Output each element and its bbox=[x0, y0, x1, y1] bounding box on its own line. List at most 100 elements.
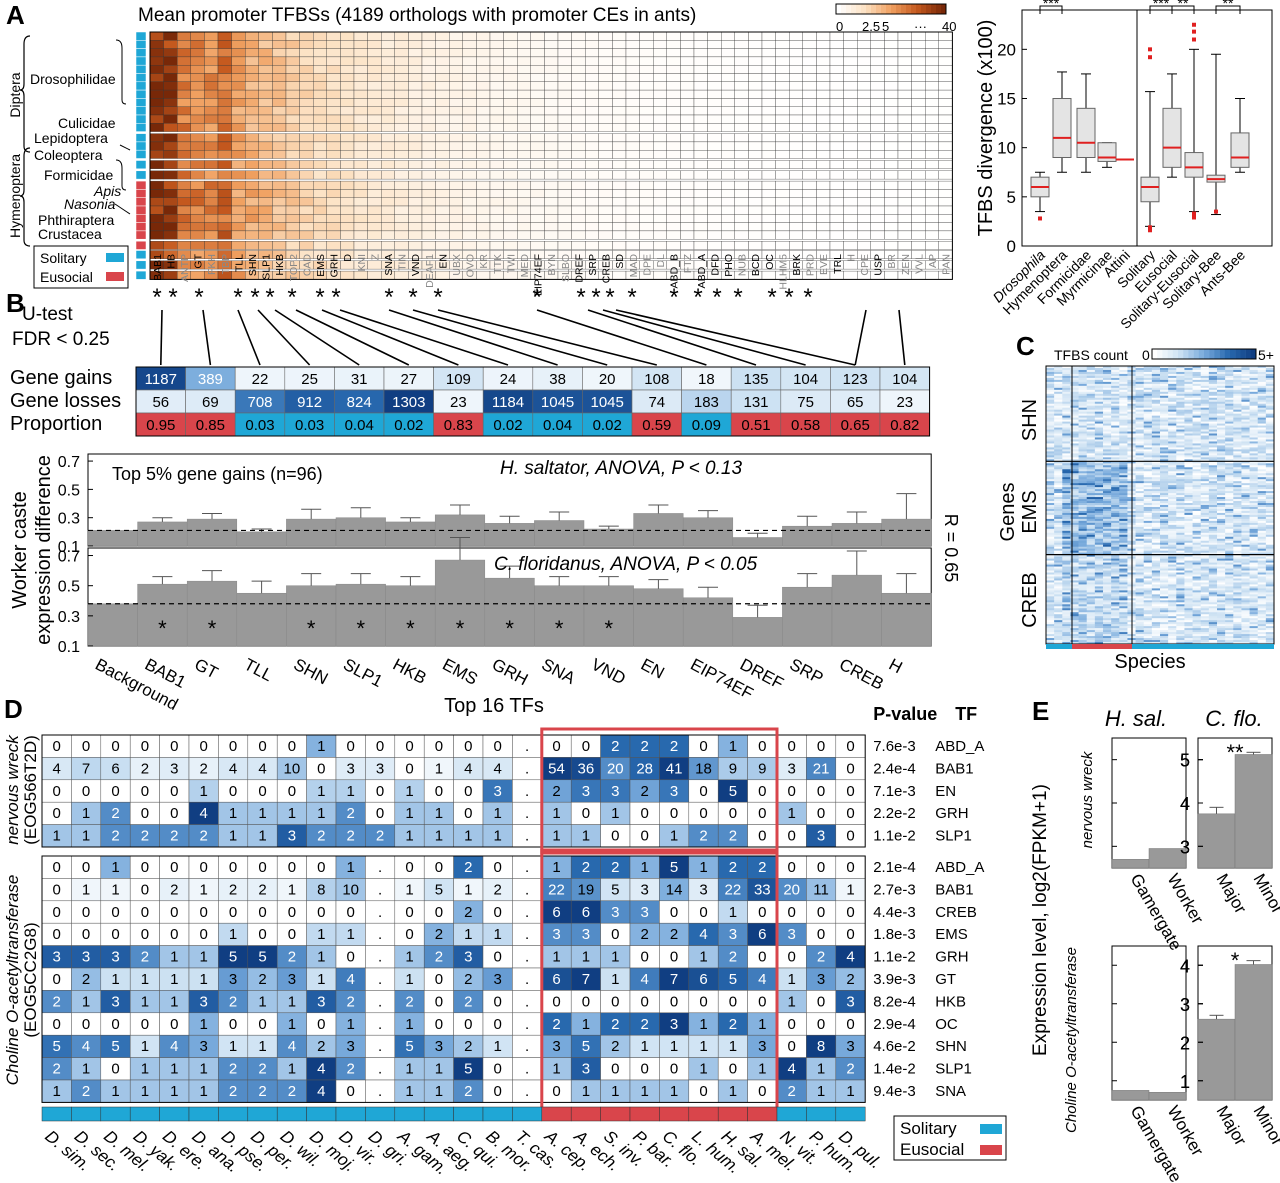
heatmap-cell bbox=[530, 197, 545, 207]
heatmap-cell bbox=[721, 114, 735, 124]
c-heat-cell bbox=[1233, 387, 1242, 391]
tf-label: BRK bbox=[791, 254, 803, 276]
heatmap-cell bbox=[462, 241, 477, 250]
c-heat-cell bbox=[1078, 544, 1088, 547]
heatmap-cell bbox=[163, 205, 178, 215]
heatmap-cell bbox=[734, 40, 749, 49]
c-heat-cell bbox=[1119, 405, 1128, 408]
c-heat-cell bbox=[1184, 499, 1193, 502]
c-heat-cell bbox=[1168, 379, 1177, 383]
tf-label: TOP2 bbox=[288, 254, 300, 281]
c-heat-cell bbox=[1265, 421, 1275, 424]
legend-solitary-swatch bbox=[106, 253, 124, 262]
c-heat-cell bbox=[1257, 395, 1267, 399]
c-heat-cell bbox=[1054, 445, 1063, 448]
heatmap-cell bbox=[693, 214, 708, 223]
c-heat-cell bbox=[1225, 427, 1234, 430]
heatmap-cell bbox=[149, 56, 164, 66]
heatmap-cell bbox=[571, 180, 586, 190]
c-heat-cell bbox=[1208, 437, 1218, 440]
c-heat-cell bbox=[1160, 383, 1169, 387]
heatmap-cell bbox=[816, 150, 831, 159]
c-heat-cell bbox=[1176, 516, 1185, 520]
heatmap-cell bbox=[843, 241, 858, 250]
heatmap-cell bbox=[843, 150, 858, 159]
heatmap-cell bbox=[476, 123, 491, 132]
heatmap-cell bbox=[571, 123, 586, 132]
c-heat-cell bbox=[1200, 546, 1210, 549]
c-heat-cell bbox=[1192, 447, 1202, 450]
c-heat-cell bbox=[1225, 544, 1234, 547]
star-connector bbox=[237, 309, 261, 366]
heatmap-cell bbox=[149, 170, 164, 180]
heatmap-cell bbox=[326, 214, 341, 223]
heatmap-cell bbox=[258, 31, 273, 41]
heatmap-cell bbox=[761, 106, 776, 116]
c-heat-cell bbox=[1151, 433, 1161, 436]
star-connector bbox=[587, 309, 757, 366]
c-heat-cell bbox=[1184, 421, 1193, 424]
heatmap-cell bbox=[285, 214, 300, 223]
c-heat-cell bbox=[1265, 546, 1275, 549]
c-heat-cell bbox=[1200, 540, 1210, 544]
c-heat-cell bbox=[1160, 505, 1169, 508]
c-heat-cell bbox=[1143, 371, 1153, 375]
heatmap-cell bbox=[476, 160, 491, 169]
c-heat-cell bbox=[1078, 423, 1088, 426]
heatmap-cell bbox=[190, 150, 205, 159]
c-heat-cell bbox=[1200, 512, 1210, 516]
heatmap-cell bbox=[381, 48, 395, 58]
heatmap-cell bbox=[775, 205, 790, 215]
heatmap-cell bbox=[408, 40, 423, 49]
heatmap-cell bbox=[612, 197, 627, 207]
c-heat-cell bbox=[1086, 375, 1096, 379]
c-heat-cell bbox=[1241, 405, 1250, 408]
heatmap-cell bbox=[381, 170, 395, 180]
c-heat-cell bbox=[1265, 503, 1275, 506]
heatmap-cell bbox=[612, 81, 627, 91]
loss-value: 75 bbox=[797, 394, 814, 411]
heatmap-cell bbox=[435, 98, 450, 107]
heatmap-cell bbox=[217, 170, 232, 180]
c-heat-cell bbox=[1257, 449, 1267, 452]
heatmap-cell bbox=[775, 150, 790, 159]
heatmap-cell bbox=[217, 222, 232, 232]
c-heat-cell bbox=[1249, 485, 1259, 488]
c-heat-cell bbox=[1192, 514, 1202, 518]
heatmap-cell bbox=[612, 160, 627, 169]
c-heat-cell bbox=[1094, 435, 1104, 438]
heatmap-cell bbox=[843, 48, 858, 58]
tf-label: D bbox=[342, 254, 354, 262]
heatmap-cell bbox=[326, 65, 341, 74]
heatmap-cell bbox=[503, 197, 518, 207]
heatmap-cell bbox=[190, 73, 205, 82]
heatmap-cell bbox=[217, 81, 232, 91]
heatmap-cell bbox=[258, 170, 273, 180]
heatmap-cell bbox=[829, 241, 844, 250]
c-heat-cell bbox=[1184, 522, 1193, 526]
c-heat-cell bbox=[1062, 534, 1071, 538]
tf-label: UBX bbox=[451, 254, 463, 276]
heatmap-cell bbox=[489, 31, 504, 41]
c-heat-cell bbox=[1135, 373, 1145, 377]
heatmap-cell bbox=[313, 141, 327, 151]
c-heat-cell bbox=[1086, 443, 1096, 446]
heatmap-cell bbox=[938, 230, 953, 240]
c-heat-cell bbox=[1054, 475, 1063, 478]
heatmap-cell bbox=[829, 180, 844, 190]
c-heat-cell bbox=[1257, 506, 1267, 510]
c-heat-cell bbox=[1151, 425, 1161, 428]
heatmap-cell bbox=[870, 73, 885, 82]
c-heat-cell bbox=[1046, 371, 1055, 375]
heatmap-cell bbox=[421, 114, 436, 124]
heatmap-cell bbox=[517, 180, 531, 190]
c-heat-cell bbox=[1103, 399, 1112, 403]
heatmap-cell bbox=[408, 114, 423, 124]
heatmap-cell bbox=[367, 180, 382, 190]
c-heat-cell bbox=[1103, 439, 1112, 442]
heatmap-cell bbox=[381, 31, 395, 41]
c-heat-cell bbox=[1135, 367, 1145, 371]
heatmap-cell bbox=[149, 241, 164, 250]
c-heat-cell bbox=[1225, 550, 1234, 553]
c-heat-cell bbox=[1078, 429, 1088, 432]
